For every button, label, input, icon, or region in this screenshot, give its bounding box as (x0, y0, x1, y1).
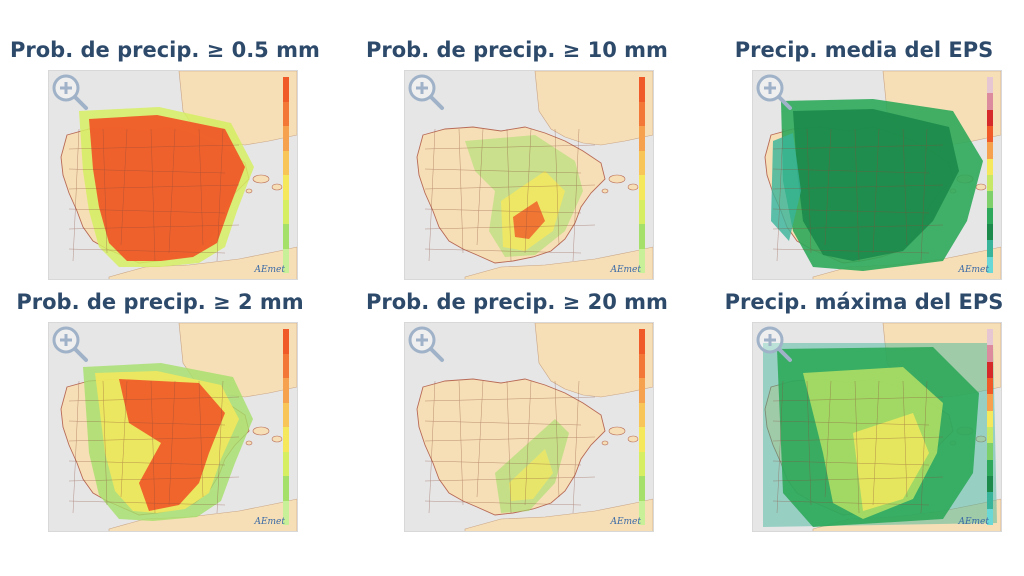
aemet-logo-icon: AEmet (254, 265, 285, 275)
map-image[interactable]: AEmet (48, 322, 298, 532)
panel-prob-20mm: Prob. de precip. ≥ 20 mm AEmet (366, 290, 668, 548)
map-canvas (753, 323, 1001, 531)
zoom-in-icon[interactable] (49, 323, 89, 363)
aemet-logo-icon: AEmet (254, 517, 285, 527)
panel-title: Prob. de precip. ≥ 10 mm (366, 38, 668, 62)
map-canvas (405, 71, 653, 279)
map-image[interactable]: AEmet (404, 70, 654, 280)
aemet-logo-icon: AEmet (958, 265, 989, 275)
panel-prob-0-5mm: Prob. de precip. ≥ 0.5 mm AEmet (10, 38, 320, 296)
panel-title: Prob. de precip. ≥ 0.5 mm (10, 38, 320, 62)
zoom-in-icon[interactable] (753, 323, 793, 363)
panel-title: Prob. de precip. ≥ 2 mm (16, 290, 304, 314)
panel-title: Prob. de precip. ≥ 20 mm (366, 290, 668, 314)
map-image[interactable]: AEmet (752, 322, 1002, 532)
zoom-in-icon[interactable] (49, 71, 89, 111)
map-canvas (753, 71, 1001, 279)
color-scale-bar (283, 77, 289, 273)
panel-title: Precip. máxima del EPS (724, 290, 1004, 314)
aemet-logo-icon: AEmet (610, 265, 641, 275)
color-scale-bar (639, 77, 645, 273)
map-image[interactable]: AEmet (752, 70, 1002, 280)
zoom-in-icon[interactable] (405, 323, 445, 363)
color-scale-bar (283, 329, 289, 525)
zoom-in-icon[interactable] (753, 71, 793, 111)
color-scale-bar (639, 329, 645, 525)
color-scale-bar (987, 77, 993, 273)
map-image[interactable]: AEmet (404, 322, 654, 532)
map-canvas (49, 323, 297, 531)
map-image[interactable]: AEmet (48, 70, 298, 280)
aemet-logo-icon: AEmet (958, 517, 989, 527)
map-canvas (405, 323, 653, 531)
aemet-logo-icon: AEmet (610, 517, 641, 527)
zoom-in-icon[interactable] (405, 71, 445, 111)
color-scale-bar (987, 329, 993, 525)
panel-prob-2mm: Prob. de precip. ≥ 2 mm AEmet (10, 290, 310, 548)
panel-prob-10mm: Prob. de precip. ≥ 10 mm AEmet (366, 38, 668, 296)
panel-title: Precip. media del EPS (734, 38, 994, 62)
map-canvas (49, 71, 297, 279)
panel-precip-maxima: Precip. máxima del EPS AEmet (714, 290, 1014, 548)
panel-precip-media: Precip. media del EPS AEmet (714, 38, 1014, 296)
